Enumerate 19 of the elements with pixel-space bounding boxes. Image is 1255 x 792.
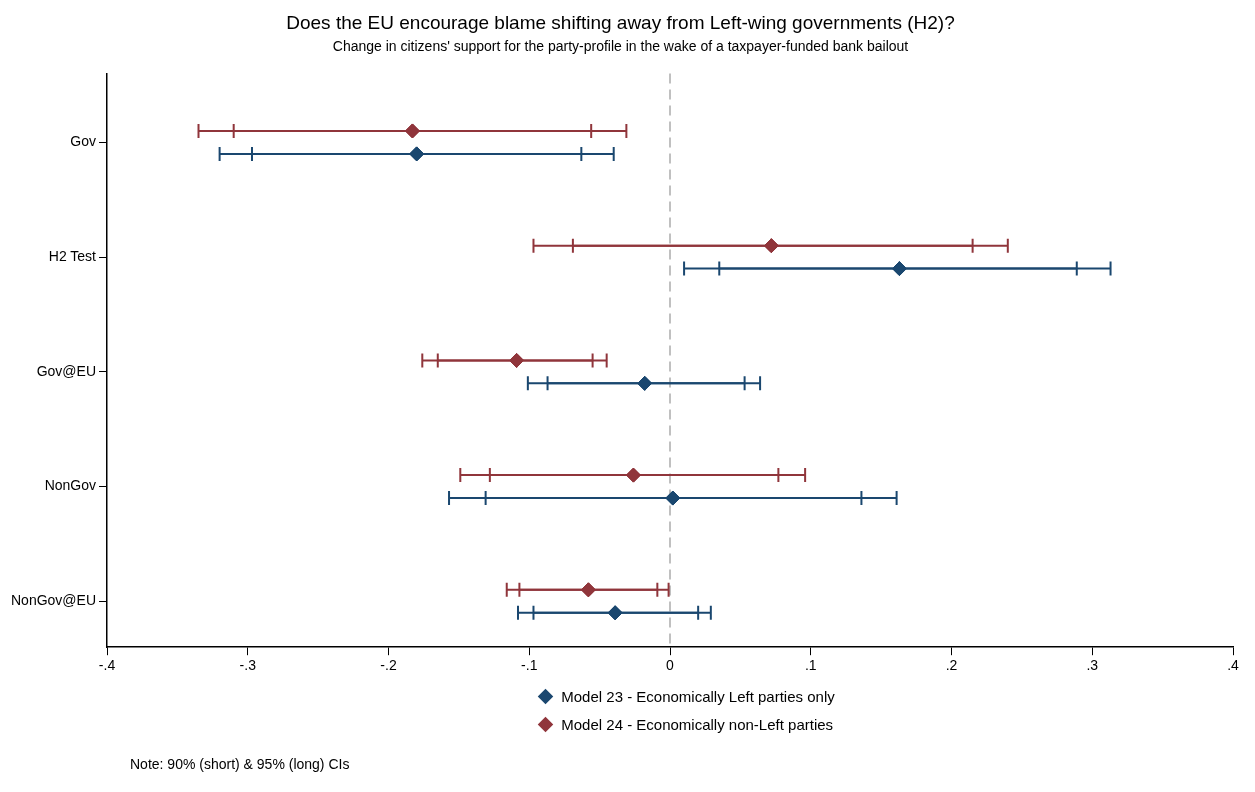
y-tick-label: Gov <box>70 133 97 150</box>
x-tick-label: .4 <box>1227 657 1240 674</box>
x-tick-label: .2 <box>945 657 958 674</box>
x-tick-label: -.4 <box>98 657 116 674</box>
chart-title: Does the EU encourage blame shifting away from Left-wing governments (H2)? <box>286 11 955 33</box>
x-tick-label: -.1 <box>521 657 538 674</box>
chart-subtitle: Change in citizens' support for the party-profile in the wake of a taxpayer-funded bank bailout <box>332 38 909 55</box>
y-tick-label: NonGov@EU <box>10 592 97 609</box>
x-tick-label: .1 <box>804 657 817 674</box>
x-tick-label: -.3 <box>239 657 257 674</box>
y-tick-label: Gov@EU <box>36 362 97 379</box>
legend-label: Model 24 - Economically non-Left parties <box>561 715 834 733</box>
y-tick-label: H2 Test <box>48 248 97 265</box>
text: Note: 90% (short) & 95% (long) CIs <box>130 756 351 772</box>
x-tick-label: -.2 <box>380 657 397 674</box>
y-tick-label: NonGov <box>44 477 97 494</box>
x-tick-label: .3 <box>1086 657 1099 674</box>
x-tick-label: 0 <box>666 657 675 674</box>
legend-label: Model 23 - Economically Left parties only <box>561 687 835 705</box>
